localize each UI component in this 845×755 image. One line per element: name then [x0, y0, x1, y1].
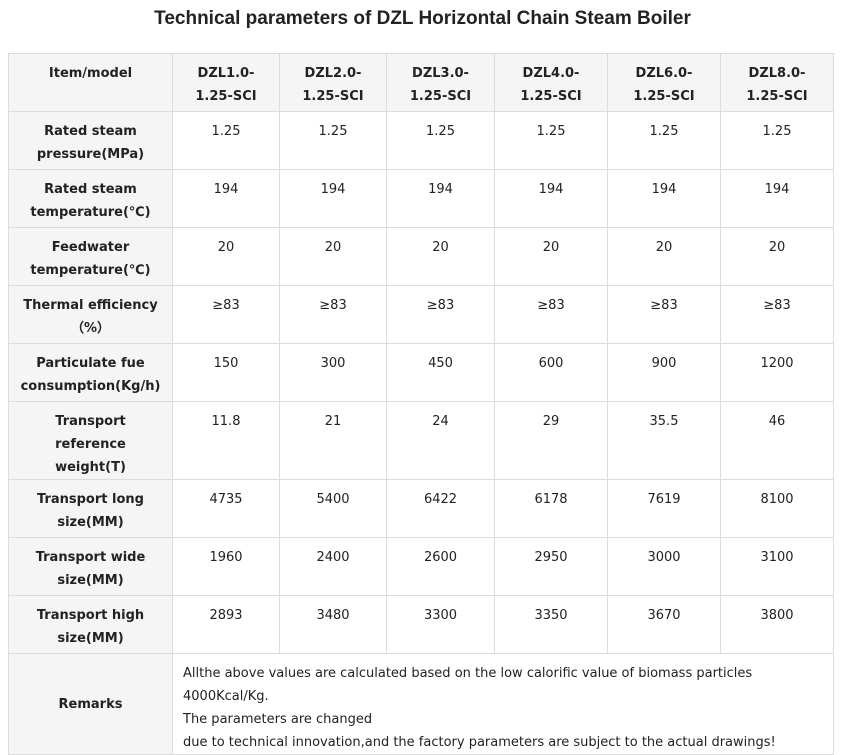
row-label: Transport reference weight(T) [8, 401, 173, 480]
row-label: Transport long size(MM) [8, 479, 173, 538]
cell: 3800 [720, 595, 834, 654]
header-row: Item/model DZL1.0-1.25-SCI DZL2.0-1.25-SCI… [8, 53, 834, 112]
cell: 3100 [720, 537, 834, 596]
cell: 2600 [386, 537, 495, 596]
header-cell: DZL3.0-1.25-SCI [386, 53, 495, 112]
row-label: Particulate fue consumption(Kg/h) [8, 343, 173, 402]
remarks-text: Allthe above values are calculated based… [172, 653, 834, 755]
table-row: Thermal efficiency（%） ≥83 ≥83 ≥83 ≥83 ≥83 ≥83 [8, 285, 834, 344]
cell: 35.5 [607, 401, 721, 480]
header-cell: Item/model [8, 53, 173, 112]
remarks-line: The parameters are changed [183, 712, 373, 727]
row-label: Thermal efficiency（%） [8, 285, 173, 344]
cell: 29 [494, 401, 608, 480]
cell: 194 [172, 169, 280, 228]
parameters-table: Item/model DZL1.0-1.25-SCI DZL2.0-1.25-SCI… [8, 53, 834, 755]
table-row: Transport wide size(MM) 1960 2400 2600 2950 3… [8, 537, 834, 596]
row-label: Rated steam pressure(MPa) [8, 111, 173, 170]
table-row: Transport reference weight(T) 11.8 21 24 29 3… [8, 401, 834, 480]
cell: 1200 [720, 343, 834, 402]
table-row: Transport high size(MM) 2893 3480 3300 3350 3… [8, 595, 834, 654]
cell: 600 [494, 343, 608, 402]
cell: 7619 [607, 479, 721, 538]
cell: ≥83 [279, 285, 387, 344]
cell: ≥83 [386, 285, 495, 344]
header-cell: DZL2.0-1.25-SCI [279, 53, 387, 112]
cell: 46 [720, 401, 834, 480]
cell: 20 [279, 227, 387, 286]
cell: 20 [720, 227, 834, 286]
remarks-line: due to technical innovation,and the fact… [183, 735, 776, 750]
table-row: Rated steam temperature(℃) 194 194 194 194 19… [8, 169, 834, 228]
cell: 8100 [720, 479, 834, 538]
cell: 5400 [279, 479, 387, 538]
cell: 300 [279, 343, 387, 402]
cell: 6178 [494, 479, 608, 538]
page: Technical parameters of DZL Horizontal C… [8, 8, 834, 755]
cell: 21 [279, 401, 387, 480]
cell: 194 [279, 169, 387, 228]
table-row: Particulate fue consumption(Kg/h) 150 300 4… [8, 343, 834, 402]
cell: 2400 [279, 537, 387, 596]
table-row: Transport long size(MM) 4735 5400 6422 6178 7… [8, 479, 834, 538]
cell: ≥83 [172, 285, 280, 344]
table-row: Feedwater temperature(℃) 20 20 20 20 20 20 [8, 227, 834, 286]
row-label: Rated steam temperature(℃) [8, 169, 173, 228]
cell: 450 [386, 343, 495, 402]
row-label: Transport high size(MM) [8, 595, 173, 654]
table-row: Rated steam pressure(MPa) 1.25 1.25 1.25 1.2… [8, 111, 834, 170]
remarks-row: Remarks Allthe above values are calculate… [8, 653, 834, 755]
cell: 24 [386, 401, 495, 480]
header-cell: DZL6.0-1.25-SCI [607, 53, 721, 112]
cell: 20 [607, 227, 721, 286]
cell: 2893 [172, 595, 280, 654]
cell: 1960 [172, 537, 280, 596]
header-cell: DZL4.0-1.25-SCI [494, 53, 608, 112]
cell: 3480 [279, 595, 387, 654]
cell: 194 [386, 169, 495, 228]
cell: 2950 [494, 537, 608, 596]
cell: ≥83 [607, 285, 721, 344]
cell: 6422 [386, 479, 495, 538]
cell: 194 [720, 169, 834, 228]
cell: 1.25 [720, 111, 834, 170]
cell: 1.25 [386, 111, 495, 170]
row-label: Feedwater temperature(℃) [8, 227, 173, 286]
cell: 3350 [494, 595, 608, 654]
remarks-label: Remarks [8, 653, 173, 755]
remarks-line: Allthe above values are calculated based… [183, 666, 753, 704]
cell: 150 [172, 343, 280, 402]
cell: 4735 [172, 479, 280, 538]
cell: 1.25 [172, 111, 280, 170]
cell: 194 [607, 169, 721, 228]
title: Technical parameters of DZL Horizontal C… [154, 8, 691, 29]
cell: 1.25 [494, 111, 608, 170]
cell: 20 [172, 227, 280, 286]
row-label: Transport wide size(MM) [8, 537, 173, 596]
cell: 3670 [607, 595, 721, 654]
cell: ≥83 [720, 285, 834, 344]
cell: 3000 [607, 537, 721, 596]
cell: 20 [386, 227, 495, 286]
cell: 900 [607, 343, 721, 402]
cell: 3300 [386, 595, 495, 654]
cell: 1.25 [279, 111, 387, 170]
cell: 20 [494, 227, 608, 286]
header-cell: DZL1.0-1.25-SCI [172, 53, 280, 112]
cell: 11.8 [172, 401, 280, 480]
cell: 1.25 [607, 111, 721, 170]
cell: ≥83 [494, 285, 608, 344]
cell: 194 [494, 169, 608, 228]
header-cell: DZL8.0-1.25-SCI [720, 53, 834, 112]
